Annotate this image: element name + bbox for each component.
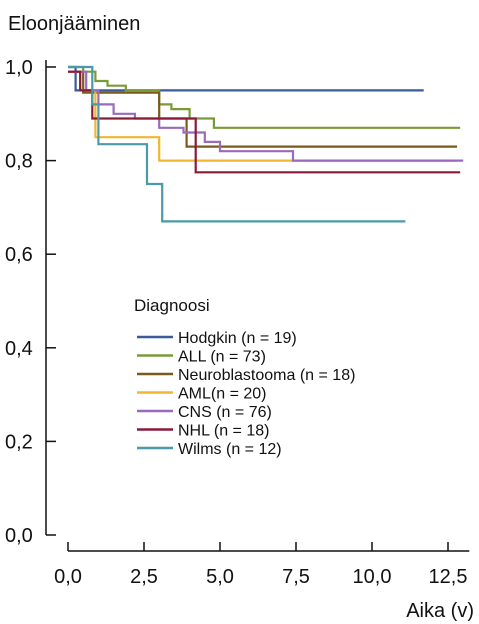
legend: Diagnoosi Hodgkin (n = 19) ALL (n = 73)Ne… <box>134 296 355 458</box>
legend-title: Diagnoosi <box>134 296 210 315</box>
legend-label: AML(n = 20) <box>178 386 266 403</box>
y-tick-label: 1,0 <box>5 57 33 79</box>
series-line <box>68 70 464 162</box>
y-tick-label: 0,2 <box>5 431 33 453</box>
series-line <box>68 65 406 223</box>
legend-label: Hodgkin (n = 19) <box>178 330 297 347</box>
x-tick-label: 10,0 <box>353 566 392 588</box>
legend-label: Wilms (n = 12) <box>178 441 282 458</box>
y-tick-label: 0,8 <box>5 151 33 173</box>
legend-label: ALL (n = 73) <box>178 349 266 366</box>
x-tick-label: 5,0 <box>206 566 234 588</box>
x-axis-label: Aika (v) <box>406 600 474 622</box>
legend-label: CNS (n = 76) <box>178 404 272 421</box>
series-layer <box>68 65 464 223</box>
series-line <box>68 70 458 148</box>
legend-label: NHL (n = 18) <box>178 423 269 440</box>
axes: 0,0 0,2 0,4 0,6 0,8 1,0 0,0 2,5 5,0 7,5 10,0 12,5 <box>5 57 470 588</box>
x-tick-label: 2,5 <box>130 566 158 588</box>
y-tick-label: 0,6 <box>5 244 33 266</box>
x-tick-label: 0,0 <box>54 566 82 588</box>
legend-label: Neuroblastooma (n = 18) <box>178 367 355 384</box>
y-tick-label: 0,0 <box>5 525 33 547</box>
y-axis-label: Eloonjääminen <box>8 13 140 35</box>
series-line <box>68 65 424 92</box>
y-tick-label: 0,4 <box>5 338 33 360</box>
x-tick-label: 12,5 <box>429 566 468 588</box>
x-tick-label: 7,5 <box>282 566 310 588</box>
